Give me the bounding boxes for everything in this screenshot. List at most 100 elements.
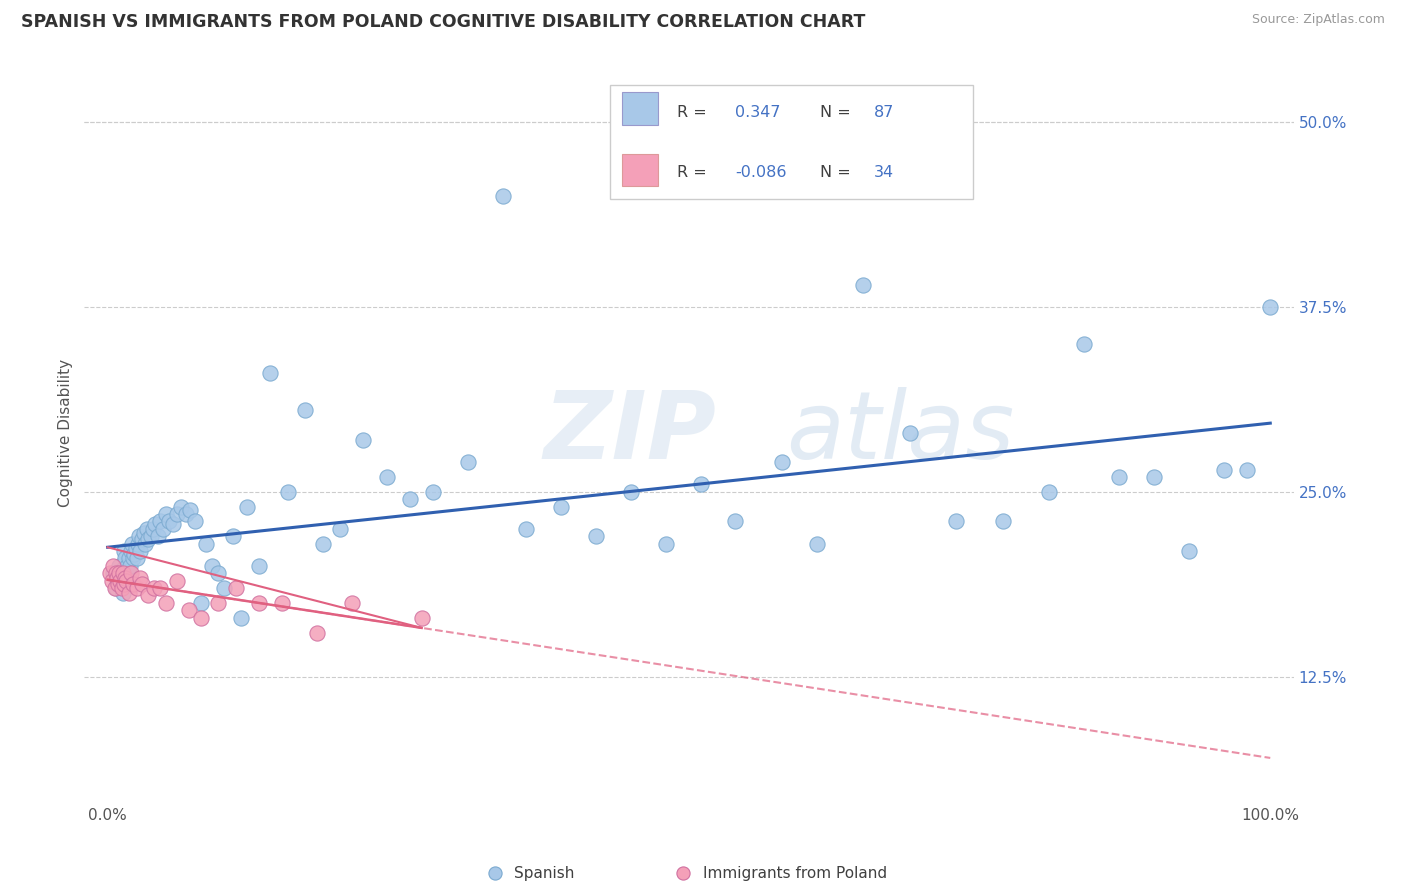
Point	[125, 581, 148, 595]
Text: Immigrants from Poland: Immigrants from Poland	[703, 865, 887, 880]
Point	[125, 551, 148, 566]
Point	[110, 576, 132, 591]
Point	[411, 610, 433, 624]
Point	[131, 576, 153, 591]
Point	[190, 610, 212, 624]
Point	[101, 574, 124, 588]
Point	[121, 536, 143, 550]
Point	[157, 515, 180, 529]
Point	[128, 529, 150, 543]
Point	[143, 581, 166, 595]
Point	[108, 571, 131, 585]
Point	[111, 585, 134, 599]
Point	[124, 541, 146, 555]
Point	[152, 522, 174, 536]
Point	[212, 581, 235, 595]
Point	[122, 551, 145, 566]
Point	[585, 529, 607, 543]
Point	[620, 484, 643, 499]
Point	[852, 277, 875, 292]
Point	[312, 536, 335, 550]
Text: Source: ZipAtlas.com: Source: ZipAtlas.com	[1251, 13, 1385, 27]
Text: Spanish: Spanish	[513, 865, 574, 880]
Point	[162, 517, 184, 532]
Point	[399, 492, 422, 507]
Point	[195, 536, 218, 550]
Point	[1038, 484, 1060, 499]
Point	[143, 517, 166, 532]
FancyBboxPatch shape	[610, 85, 973, 200]
Point	[155, 507, 177, 521]
Text: N =: N =	[820, 165, 851, 179]
Point	[770, 455, 793, 469]
Point	[689, 477, 711, 491]
Point	[329, 522, 352, 536]
Point	[271, 596, 294, 610]
Text: -0.086: -0.086	[735, 165, 786, 179]
Point	[166, 574, 188, 588]
Point	[155, 596, 177, 610]
Point	[110, 565, 132, 579]
Point	[207, 596, 229, 610]
Point	[134, 536, 156, 550]
Point	[179, 502, 201, 516]
Point	[111, 562, 134, 576]
Point	[457, 455, 479, 469]
Point	[422, 484, 444, 499]
Point	[114, 551, 136, 566]
Point	[139, 529, 162, 543]
Point	[222, 529, 245, 543]
Point	[104, 566, 127, 581]
Point	[236, 500, 259, 514]
Text: R =: R =	[676, 105, 711, 120]
Point	[305, 625, 328, 640]
Point	[129, 571, 152, 585]
Point	[207, 566, 229, 581]
Point	[375, 470, 398, 484]
Point	[247, 596, 270, 610]
Point	[98, 566, 121, 581]
Point	[174, 507, 197, 521]
Text: SPANISH VS IMMIGRANTS FROM POLAND COGNITIVE DISABILITY CORRELATION CHART: SPANISH VS IMMIGRANTS FROM POLAND COGNIT…	[21, 13, 866, 31]
Point	[1073, 336, 1095, 351]
Point	[108, 566, 131, 581]
Point	[108, 558, 131, 573]
Point	[945, 515, 967, 529]
Point	[166, 507, 188, 521]
Point	[127, 536, 149, 550]
Point	[225, 581, 247, 595]
Point	[122, 576, 145, 591]
Point	[340, 596, 363, 610]
Point	[115, 571, 138, 585]
Point	[190, 596, 212, 610]
Point	[352, 433, 374, 447]
Point	[1212, 462, 1234, 476]
Point	[105, 571, 128, 585]
Point	[294, 403, 316, 417]
Y-axis label: Cognitive Disability: Cognitive Disability	[58, 359, 73, 507]
Point	[136, 522, 159, 536]
Point	[111, 566, 134, 581]
Point	[115, 574, 138, 588]
Point	[136, 589, 159, 603]
Point	[654, 536, 676, 550]
Point	[898, 425, 921, 440]
Text: 87: 87	[875, 105, 894, 120]
Text: N =: N =	[820, 105, 851, 120]
Text: ZIP: ZIP	[544, 386, 717, 479]
Point	[259, 367, 281, 381]
Point	[107, 576, 129, 591]
Point	[105, 574, 128, 588]
Point	[1258, 300, 1281, 314]
FancyBboxPatch shape	[623, 92, 658, 125]
Point	[515, 522, 537, 536]
Point	[170, 500, 193, 514]
Point	[117, 558, 139, 573]
Point	[806, 536, 828, 550]
Point	[146, 529, 169, 543]
Point	[110, 574, 132, 588]
Point	[136, 533, 159, 547]
Point	[104, 581, 127, 595]
Point	[1236, 462, 1258, 476]
Point	[114, 566, 136, 581]
